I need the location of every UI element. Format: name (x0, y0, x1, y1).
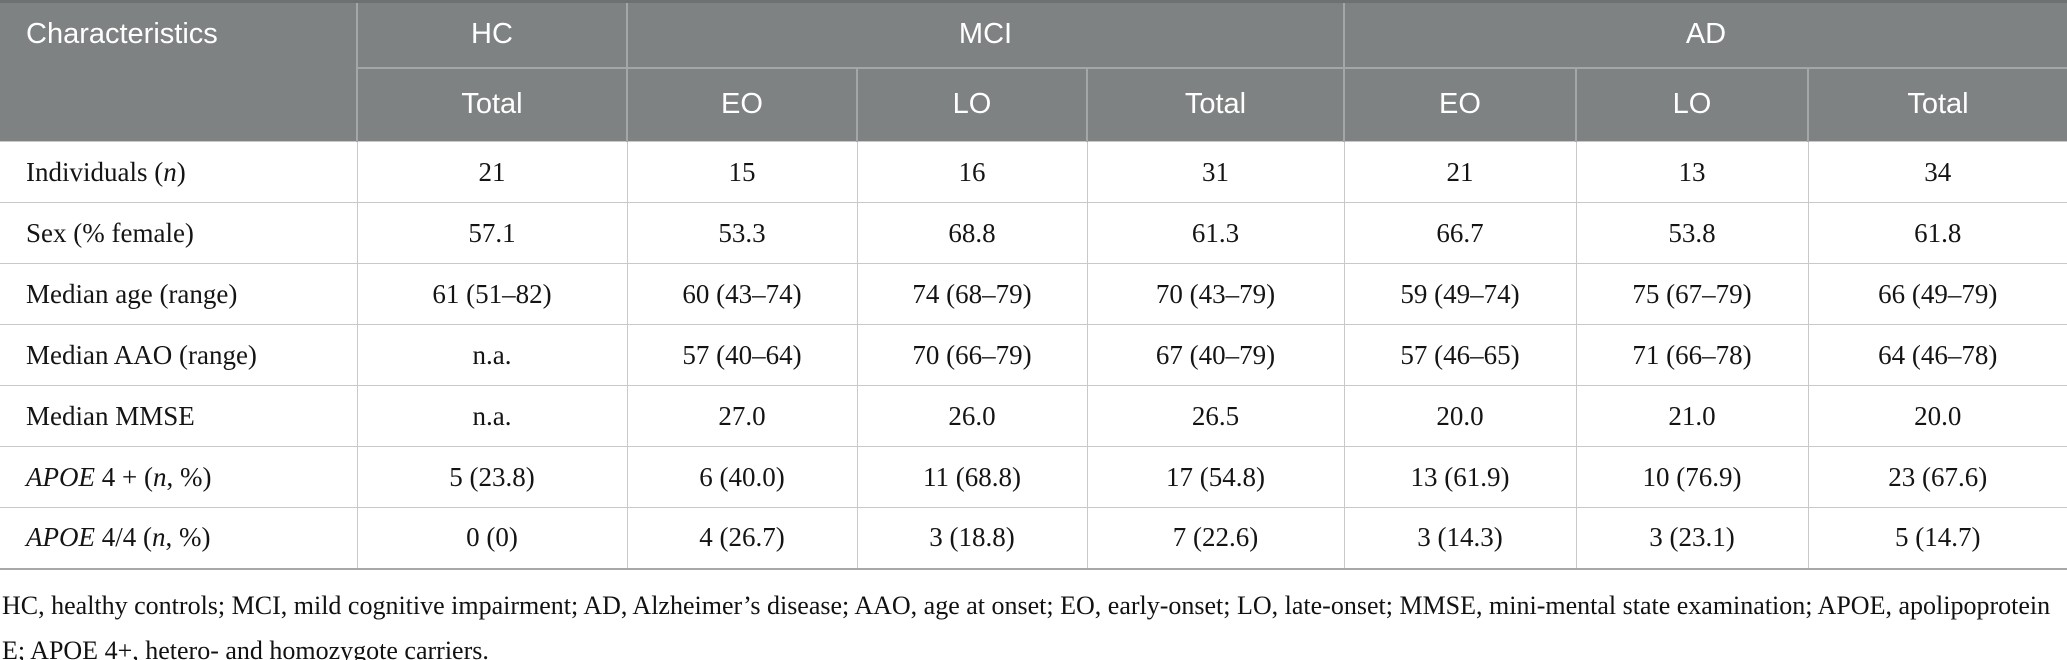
value-cell: 16 (856, 141, 1088, 203)
value-cell: 61.3 (1086, 202, 1345, 264)
table-row: Median AAO (range) n.a. 57 (40–64) 70 (66–7… (0, 324, 2067, 386)
table-row: Median age (range) 61 (51–82) 60 (43–74) 74… (0, 263, 2067, 325)
row-label: Median MMSE (0, 385, 358, 447)
header-subcolumn-row: Total EO LO Total EO LO Total (0, 66, 2067, 142)
value-cell: 15 (626, 141, 858, 203)
row-label: Individuals (n) (0, 141, 358, 203)
value-cell: 26.5 (1086, 385, 1345, 447)
value-cell: 71 (66–78) (1575, 324, 1809, 386)
group-header-mci: MCI (626, 1, 1344, 68)
value-cell: 60 (43–74) (626, 263, 858, 325)
value-cell: 10 (76.9) (1575, 446, 1809, 508)
table-row: Median MMSE n.a. 27.0 26.0 26.5 20.0 21.0 20.0 (0, 385, 2067, 447)
value-cell: 0 (0) (356, 507, 628, 570)
subcolumn-header-ad-eo: EO (1343, 66, 1576, 142)
table-row: Individuals (n) 21 15 16 31 21 13 34 (0, 141, 2067, 203)
group-header-hc: HC (356, 1, 627, 68)
row-label: APOE 4/4 (n, %) (0, 507, 358, 570)
value-cell: 23 (67.6) (1807, 446, 2067, 508)
value-cell: 59 (49–74) (1343, 263, 1577, 325)
value-cell: 26.0 (856, 385, 1088, 447)
subcolumn-header-ad-total: Total (1807, 66, 2067, 142)
row-label: APOE 4 + (n, %) (0, 446, 358, 508)
value-cell: 70 (66–79) (856, 324, 1088, 386)
table-row: APOE 4/4 (n, %) 0 (0) 4 (26.7) 3 (18.8) 7 (2… (0, 507, 2067, 570)
group-header-ad: AD (1343, 1, 2067, 68)
subcolumn-header-ad-lo: LO (1575, 66, 1808, 142)
value-cell: 5 (23.8) (356, 446, 628, 508)
value-cell: 64 (46–78) (1807, 324, 2067, 386)
subcolumn-header-mci-eo: EO (626, 66, 857, 142)
header-group-row: Characteristics HC MCI AD (0, 1, 2067, 142)
row-label: Sex (% female) (0, 202, 358, 264)
value-cell: 21 (1343, 141, 1577, 203)
table-footnote: HC, healthy controls; MCI, mild cognitiv… (2, 590, 2051, 660)
value-cell: 4 (26.7) (626, 507, 858, 570)
value-cell: 31 (1086, 141, 1345, 203)
value-cell: 53.8 (1575, 202, 1809, 264)
value-cell: 20.0 (1343, 385, 1577, 447)
table-header: Characteristics HC MCI AD Total EO LO Total EO… (0, 1, 2067, 142)
value-cell: 57 (46–65) (1343, 324, 1577, 386)
row-label: Median age (range) (0, 263, 358, 325)
value-cell: 11 (68.8) (856, 446, 1088, 508)
column-header-characteristics: Characteristics (0, 1, 357, 142)
value-cell: 21 (356, 141, 628, 203)
value-cell: n.a. (356, 324, 628, 386)
value-cell: 3 (18.8) (856, 507, 1088, 570)
value-cell: 57 (40–64) (626, 324, 858, 386)
value-cell: 61.8 (1807, 202, 2067, 264)
subcolumn-header-mci-lo: LO (856, 66, 1087, 142)
value-cell: 57.1 (356, 202, 628, 264)
table-row: APOE 4 + (n, %) 5 (23.8) 6 (40.0) 11 (68.8)… (0, 446, 2067, 508)
subcolumn-header-hc-total: Total (356, 66, 627, 142)
value-cell: 7 (22.6) (1086, 507, 1345, 570)
value-cell: 74 (68–79) (856, 263, 1088, 325)
value-cell: 17 (54.8) (1086, 446, 1345, 508)
value-cell: 3 (14.3) (1343, 507, 1577, 570)
value-cell: 5 (14.7) (1807, 507, 2067, 570)
value-cell: 61 (51–82) (356, 263, 628, 325)
value-cell: 66 (49–79) (1807, 263, 2067, 325)
value-cell: 34 (1807, 141, 2067, 203)
value-cell: 75 (67–79) (1575, 263, 1809, 325)
value-cell: 20.0 (1807, 385, 2067, 447)
table-body: Individuals (n) 21 15 16 31 21 13 34 Sex (% fema… (0, 141, 2067, 570)
value-cell: n.a. (356, 385, 628, 447)
table-row: Sex (% female) 57.1 53.3 68.8 61.3 66.7 53.8 61… (0, 202, 2067, 264)
value-cell: 53.3 (626, 202, 858, 264)
value-cell: 13 (1575, 141, 1809, 203)
value-cell: 3 (23.1) (1575, 507, 1809, 570)
value-cell: 70 (43–79) (1086, 263, 1345, 325)
value-cell: 68.8 (856, 202, 1088, 264)
subcolumn-header-mci-total: Total (1086, 66, 1344, 142)
value-cell: 21.0 (1575, 385, 1809, 447)
characteristics-table: Characteristics HC MCI AD Total EO LO Total EO… (0, 0, 2067, 570)
value-cell: 67 (40–79) (1086, 324, 1345, 386)
row-label: Median AAO (range) (0, 324, 358, 386)
value-cell: 66.7 (1343, 202, 1577, 264)
value-cell: 6 (40.0) (626, 446, 858, 508)
value-cell: 13 (61.9) (1343, 446, 1577, 508)
value-cell: 27.0 (626, 385, 858, 447)
